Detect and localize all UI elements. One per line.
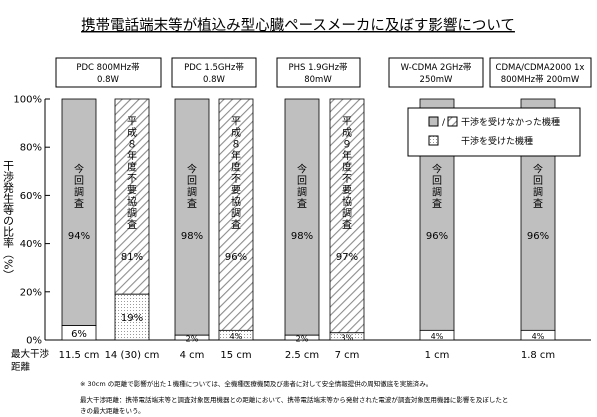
group-header-line2: 800MHz帯 200mW: [501, 74, 580, 85]
x-tick-label: 4 cm: [180, 350, 205, 361]
y-tick-label: 20%: [20, 287, 42, 298]
x-tick-label: 15 cm: [220, 350, 251, 361]
group-header-line1: PHS 1.9GHz帯: [288, 62, 348, 73]
bar-interference-label: 4%: [230, 332, 243, 341]
bar-value-label: 94%: [68, 231, 90, 242]
y-tick-label: 40%: [20, 239, 42, 250]
bar-survey-label: 今回調査: [432, 163, 442, 211]
bar-survey-label: 平成８年度不要協調査: [127, 117, 137, 232]
group-header-box: [276, 57, 361, 88]
bar-value-label: 98%: [291, 231, 313, 242]
x-axis-title-line1: 最大干渉: [11, 348, 50, 360]
x-axis-labels: 11.5 cm 14 (30) cm 4 cm 15 cm 2.5 cm 7 cm 1 cm…: [59, 350, 556, 361]
group-header-box: [55, 57, 162, 88]
bar-no-interference: [174, 98, 210, 336]
x-tick-label: 11.5 cm: [59, 350, 100, 361]
bar-interference: [174, 334, 210, 341]
x-tick-label: 14 (30) cm: [105, 350, 160, 361]
legend-slash: /: [442, 118, 446, 128]
x-tick-label: 1.8 cm: [521, 350, 555, 361]
group-header-box: [388, 57, 484, 88]
group-header-line2: 0.8W: [203, 75, 226, 85]
group-headers: PDC 800MHz帯 0.8W PDC 1.5GHz帯 0.8W PHS 1.…: [55, 57, 592, 88]
bar-interference: [419, 329, 455, 341]
footnote-1: ※ 30cm の距離で影響が出た１機種については、全機種医療機関及び患者に対して…: [80, 379, 432, 388]
group-header-line2: 0.8W: [97, 75, 120, 85]
legend-frame: [407, 107, 581, 157]
group-header-line2: 80mW: [304, 75, 332, 85]
bar-value-label: 96%: [225, 252, 247, 263]
group-header-line1: PDC 800MHz帯: [76, 62, 140, 73]
bar-no-interference: [61, 98, 97, 326]
bar-interference-label: 4%: [532, 332, 545, 341]
bar-interference: [520, 329, 556, 341]
bar-survey-label: 今回調査: [533, 163, 543, 211]
x-tick-label: 7 cm: [335, 350, 360, 361]
bar-interference: [114, 293, 150, 341]
bar-interference: [218, 329, 254, 341]
bar-interference-label: 19%: [121, 313, 143, 324]
footnote-2-line2: きの最大距離をいう。: [80, 406, 145, 415]
bar-no-interference: [329, 98, 365, 334]
bar-interference-label: 2%: [296, 335, 309, 344]
y-tick-label: 80%: [20, 143, 42, 154]
footnote-2-line1: 最大干渉距離：携帯電話端末等と調査対象医用機器との距離において、携帯電話端末等か…: [80, 395, 508, 404]
group-header-2: PHS 1.9GHz帯 80mW: [276, 57, 361, 88]
bar-value-label: 96%: [426, 231, 448, 242]
bar-interference: [61, 325, 97, 341]
y-axis: 0% 20% 40% 60% 80% 100%: [13, 95, 50, 347]
y-tick-label: 100%: [13, 95, 42, 106]
bar-interference-label: 6%: [71, 329, 87, 340]
segment-labels: 今回調査 94% 6% 平成８年度不要協調査 81% 19% 今回調査 98% 2% 平成８年度不…: [68, 117, 549, 344]
chart-title: 携帯電話端末等が植込み型心臓ペースメーカに及ぼす影響について: [81, 16, 515, 34]
group-header-1: PDC 1.5GHz帯 0.8W: [171, 57, 257, 88]
group-header-3: W-CDMA 2GHz帯 250mW: [388, 57, 484, 88]
bar-no-interference: [114, 98, 150, 295]
x-tick-label: 1 cm: [425, 350, 450, 361]
legend-label-no-interference: 干渉を受けなかった機種: [461, 116, 560, 128]
bar-survey-label: 平成９年度不要協調査: [342, 117, 352, 232]
bar-interference-label: 3%: [341, 333, 354, 342]
bar-value-label: 96%: [527, 231, 549, 242]
bar-survey-label: 今回調査: [187, 163, 197, 211]
bar-interference: [329, 332, 365, 341]
y-axis-title: 干渉発生等の比率（%）: [2, 160, 15, 280]
group-header-line1: W-CDMA 2GHz帯: [401, 62, 472, 73]
bar-interference: [284, 334, 320, 341]
legend-label-interference: 干渉を受けた機種: [461, 135, 533, 147]
bar-no-interference: [284, 98, 320, 336]
legend-swatch-gray: [428, 116, 439, 127]
bar-survey-label: 平成８年度不要協調査: [231, 117, 241, 232]
bar-interference-label: 2%: [186, 335, 199, 344]
group-header-box: [171, 57, 257, 88]
bar-value-label: 81%: [121, 252, 143, 263]
group-header-4: CDMA/CDMA2000 1x 800MHz帯 200mW: [489, 57, 592, 88]
bar-value-label: 98%: [181, 231, 203, 242]
y-tick-label: 60%: [20, 191, 42, 202]
bar-value-label: 97%: [336, 252, 358, 263]
group-header-0: PDC 800MHz帯 0.8W: [55, 57, 162, 88]
group-header-line1: PDC 1.5GHz帯: [184, 62, 244, 73]
bar-survey-label: 今回調査: [297, 163, 307, 211]
legend-swatch-interference: [428, 135, 439, 146]
y-tick-label: 0%: [26, 336, 42, 347]
bar-no-interference: [218, 98, 254, 331]
legend-swatch-hatched: [447, 116, 458, 127]
x-axis-title-line2: 距離: [11, 361, 31, 373]
legend: / 干渉を受けなかった機種 干渉を受けた機種: [407, 107, 581, 157]
group-header-line2: 250mW: [420, 75, 454, 85]
bar-interference-label: 4%: [431, 332, 444, 341]
group-header-line1: CDMA/CDMA2000 1x: [496, 63, 585, 73]
x-tick-label: 2.5 cm: [285, 350, 319, 361]
bar-survey-label: 今回調査: [74, 163, 84, 211]
group-header-box: [489, 57, 592, 88]
